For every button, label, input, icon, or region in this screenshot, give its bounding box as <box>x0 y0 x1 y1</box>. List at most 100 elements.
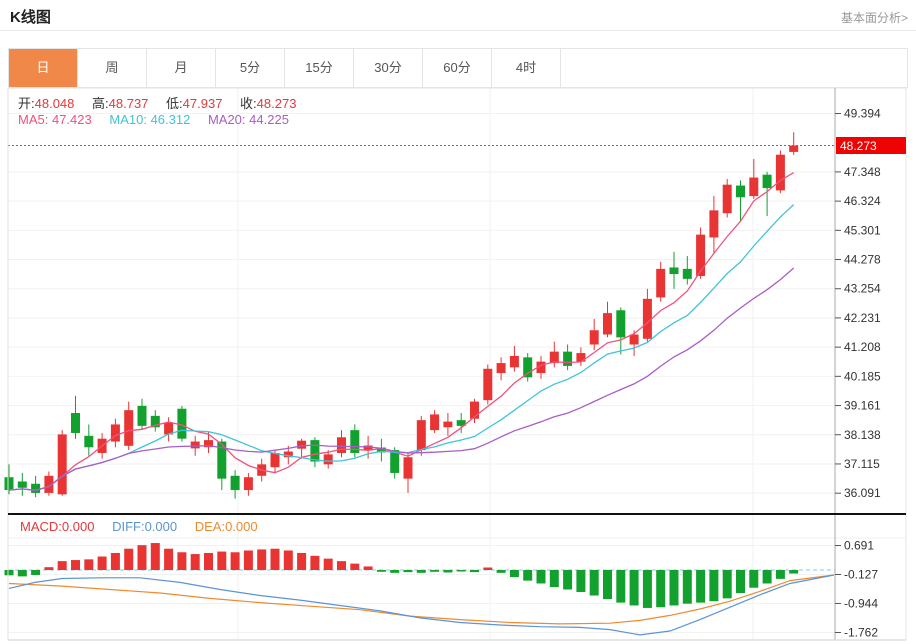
current-price-badge-label: 48.273 <box>840 139 877 153</box>
macd-bar <box>164 548 174 570</box>
macd-bar <box>549 570 559 588</box>
dea-line <box>8 574 835 625</box>
close-label: 收: <box>240 96 257 111</box>
candle-body <box>443 421 453 428</box>
period-tab-6[interactable]: 60分 <box>423 49 492 87</box>
macd-bar <box>110 552 120 570</box>
open-label: 开: <box>18 96 35 111</box>
macd-bar <box>509 570 519 578</box>
macd-bar <box>150 543 160 570</box>
period-tab-0[interactable]: 日 <box>9 49 78 87</box>
ma20-label: MA20: <box>207 112 246 127</box>
macd-bar <box>563 570 573 590</box>
candle-body <box>589 330 599 345</box>
macd-bar <box>17 570 27 577</box>
candle-body <box>57 434 67 495</box>
candle-body <box>722 184 732 214</box>
macd-bar <box>456 570 466 572</box>
ma5-value: 47.423 <box>51 112 92 127</box>
candle-body <box>616 310 626 338</box>
candle-body <box>709 210 719 238</box>
macd-bar <box>390 570 400 573</box>
macd-bar <box>642 570 652 608</box>
candle-body <box>775 154 785 191</box>
candle-body <box>376 447 386 453</box>
macd-bar <box>137 545 147 570</box>
period-tab-2[interactable]: 月 <box>147 49 216 87</box>
candle-body <box>789 145 799 152</box>
candle-body <box>323 454 333 465</box>
period-tab-3[interactable]: 5分 <box>216 49 285 87</box>
candle-body <box>164 422 174 435</box>
candle-body <box>563 351 573 366</box>
macd-axis-label: 0.691 <box>844 538 874 552</box>
macd-value: 0.000 <box>61 519 95 534</box>
macd-bar <box>656 570 666 608</box>
candle-body <box>536 361 546 374</box>
period-tab-1[interactable]: 周 <box>78 49 147 87</box>
diff-line <box>8 574 835 636</box>
close-value: 48.273 <box>256 96 297 111</box>
header-divider <box>0 30 916 31</box>
macd-bar <box>217 551 227 570</box>
candle-body <box>509 355 519 368</box>
candle-body <box>629 334 639 345</box>
macd-bar <box>603 570 612 600</box>
candle-body <box>71 413 80 433</box>
low-value: 47.937 <box>182 96 223 111</box>
ma5-line <box>8 172 795 491</box>
period-tab-7[interactable]: 4时 <box>492 49 561 87</box>
period-tab-4[interactable]: 15分 <box>285 49 354 87</box>
dea-label: DEA: <box>194 519 226 534</box>
price-axis-label: 43.254 <box>844 282 881 296</box>
high-value: 48.737 <box>108 96 149 111</box>
candle-body <box>403 457 413 479</box>
candle-body <box>297 440 307 449</box>
macd-bar <box>257 549 267 570</box>
candle-body <box>430 414 440 431</box>
candle-body <box>230 475 240 491</box>
macd-bar <box>243 550 253 570</box>
macd-bar <box>310 555 320 570</box>
macd-label: MACD: <box>20 519 62 534</box>
dea-value: 0.000 <box>225 519 258 534</box>
period-tabs: 日周月 5分 15分 30分 60分 4时 <box>8 48 908 88</box>
macd-bar <box>722 570 732 599</box>
fundamental-analysis-link[interactable]: 基本面分析> <box>840 11 908 25</box>
macd-bar <box>31 570 41 575</box>
candle-body <box>749 177 759 197</box>
price-axis-label: 41.208 <box>844 340 881 354</box>
candle-body <box>270 452 280 468</box>
candle-body <box>682 268 692 279</box>
price-axis-label: 49.394 <box>844 107 881 121</box>
candle-body <box>4 477 14 491</box>
candle-body <box>84 435 94 448</box>
macd-bar <box>736 570 745 594</box>
ma20-line <box>8 267 795 491</box>
macd-bar <box>230 552 240 570</box>
candle-body <box>642 298 652 339</box>
macd-bar <box>775 570 785 579</box>
macd-bar <box>323 558 333 570</box>
candle-body <box>204 440 213 448</box>
macd-bar <box>789 570 799 574</box>
macd-bar <box>97 556 107 570</box>
candle-body <box>337 437 346 453</box>
macd-readout: MACD:0.000 DIFF:0.000 DEA:0.000 <box>20 519 272 534</box>
candle-body <box>496 363 506 374</box>
macd-bar <box>337 561 346 570</box>
candle-body <box>177 408 187 439</box>
macd-bar <box>4 570 14 576</box>
candle-body <box>669 267 679 275</box>
candle-body <box>17 481 27 488</box>
macd-bar <box>496 570 506 573</box>
candle-body <box>137 405 147 426</box>
grid-layer <box>8 88 906 640</box>
period-tab-5[interactable]: 30分 <box>354 49 423 87</box>
open-value: 48.048 <box>34 96 75 111</box>
candle-body <box>696 234 706 277</box>
macd-bar <box>57 561 67 570</box>
macd-bar <box>470 570 479 573</box>
candle-body <box>470 401 479 419</box>
macd-bar <box>71 560 80 570</box>
